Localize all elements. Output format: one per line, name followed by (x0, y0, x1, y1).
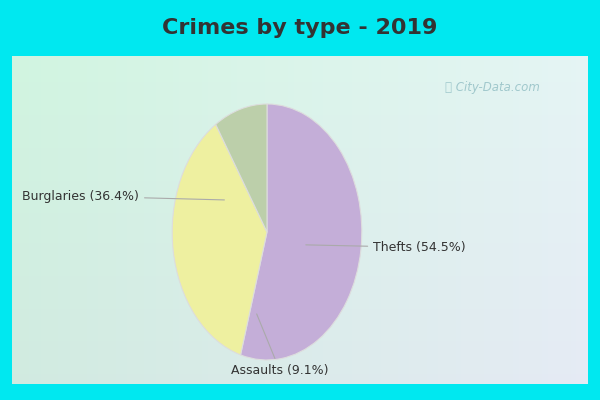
Wedge shape (172, 124, 267, 355)
Wedge shape (215, 104, 267, 232)
Text: ⓘ City-Data.com: ⓘ City-Data.com (445, 82, 539, 94)
Wedge shape (241, 104, 362, 360)
Text: Burglaries (36.4%): Burglaries (36.4%) (22, 190, 224, 203)
Text: Assaults (9.1%): Assaults (9.1%) (231, 314, 328, 377)
Text: Crimes by type - 2019: Crimes by type - 2019 (163, 18, 437, 38)
Text: Thefts (54.5%): Thefts (54.5%) (306, 241, 466, 254)
